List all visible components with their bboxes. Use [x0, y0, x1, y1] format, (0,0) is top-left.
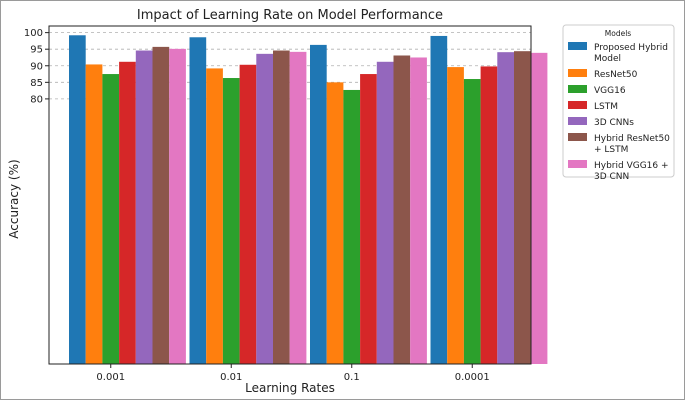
- bar: [169, 48, 186, 364]
- legend-title: Models: [605, 29, 632, 38]
- x-tick-label: 0.01: [220, 372, 242, 383]
- bar: [480, 66, 498, 364]
- bar: [135, 50, 153, 364]
- legend: Models Proposed Hybrid Model ResNet50 VGG16…: [562, 24, 675, 182]
- bar: [206, 68, 223, 365]
- y-tick-label: 90: [30, 61, 43, 72]
- x-tick-label: 0.0001: [455, 372, 490, 383]
- legend-label: 3D CNNs: [594, 118, 634, 128]
- legend-swatch: [568, 69, 587, 77]
- x-axis-label: Learning Rates: [245, 381, 335, 395]
- chart-title: Impact of Learning Rate on Model Perform…: [137, 8, 443, 23]
- y-tick-label: 100: [24, 28, 43, 39]
- legend-label: Hybrid ResNet50 + LSTM: [594, 134, 670, 155]
- bar: [310, 44, 327, 364]
- legend-swatch: [568, 160, 587, 168]
- legend-label: Hybrid VGG16 +3D CNN: [594, 161, 669, 182]
- y-tick-label: 80: [30, 94, 43, 105]
- bar: [530, 52, 548, 364]
- legend-items: Proposed Hybrid Model ResNet50 VGG16 LSTM 3D …: [568, 42, 670, 182]
- x-tick-label: 0.001: [96, 372, 125, 383]
- bar: [189, 37, 207, 365]
- plot-area: [48, 25, 532, 365]
- bar: [256, 53, 273, 364]
- bar: [326, 82, 344, 364]
- y-tick-label: 95: [30, 45, 43, 56]
- y-tick-label: 85: [30, 78, 43, 89]
- bar: [360, 74, 377, 365]
- x-tick-label: 0.1: [344, 372, 360, 383]
- bar: [222, 78, 240, 365]
- y-axis-label: Accuracy (%): [7, 159, 21, 238]
- bar: [410, 57, 427, 364]
- legend-label: VGG16: [594, 86, 626, 96]
- legend-swatch: [568, 85, 587, 93]
- x-axis: 0.001 0.01 0.1 0.0001: [96, 364, 490, 383]
- legend-swatch: [568, 101, 587, 109]
- legend-label: LSTM: [594, 102, 618, 112]
- bar: [393, 55, 411, 364]
- legend-box: [562, 24, 675, 178]
- bar: [447, 67, 464, 364]
- bar: [463, 79, 481, 365]
- legend-label: Proposed Hybrid Model: [594, 43, 668, 64]
- bar: [430, 35, 448, 365]
- bar: [119, 61, 136, 364]
- bar: [239, 64, 257, 365]
- bar: [85, 64, 103, 365]
- bar: [376, 61, 394, 364]
- legend-swatch: [568, 117, 587, 125]
- bar: [497, 52, 514, 364]
- y-axis: 80 85 90 95 100: [24, 28, 49, 105]
- bars: [69, 35, 548, 365]
- bar: [514, 51, 531, 364]
- legend-swatch: [568, 42, 587, 50]
- bar: [343, 89, 361, 365]
- bar: [273, 50, 290, 364]
- bar: [289, 51, 307, 365]
- bar: [102, 74, 120, 365]
- bar: [152, 46, 170, 365]
- bar: [69, 35, 86, 364]
- legend-swatch: [568, 133, 587, 141]
- legend-label: ResNet50: [594, 70, 638, 80]
